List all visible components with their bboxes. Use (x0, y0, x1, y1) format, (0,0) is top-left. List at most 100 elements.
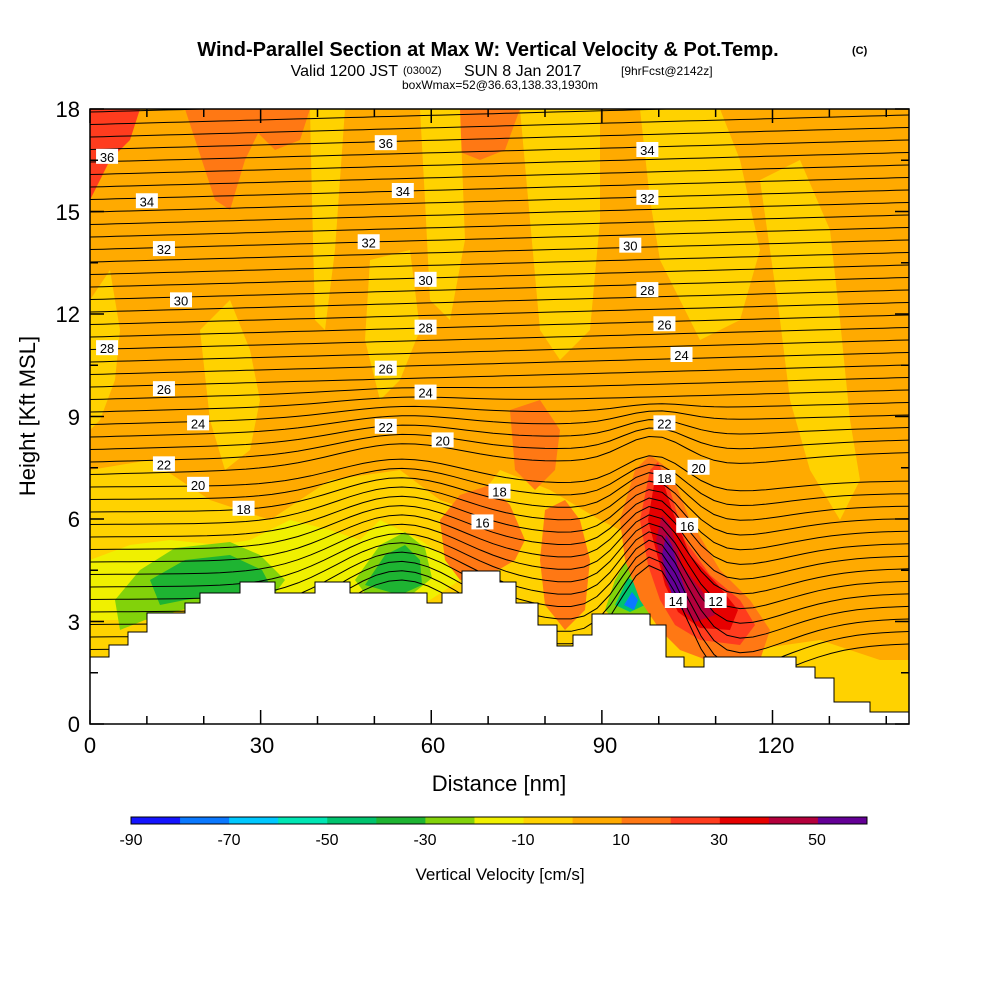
y-tick-label: 12 (56, 302, 80, 327)
colorbar-label: Vertical Velocity [cm/s] (415, 865, 584, 884)
colorbar-tick-label: -90 (119, 832, 142, 849)
contour-label-box (152, 241, 175, 257)
contour-label-box (374, 135, 397, 151)
shade-lower-green-mid2 (365, 545, 422, 595)
contour-label: 26 (379, 362, 393, 377)
contour-label: 28 (418, 321, 432, 336)
shade-orange-ridge-1 (440, 485, 525, 580)
x-tick-label: 120 (758, 733, 795, 758)
colorbar-tick-label: 30 (710, 832, 728, 849)
theta-contour-line (90, 339, 909, 363)
colorbar-swatch (670, 817, 721, 824)
chart-subtitle-utc: (0300Z) (403, 65, 442, 77)
contour-label-box (374, 360, 397, 376)
theta-contour-line (90, 277, 909, 300)
shade-orange-ridge-2 (540, 500, 590, 630)
colorbar-tick-labels: -90 -70 -50 -30 -10 10 30 50 (119, 832, 826, 849)
contour-label: 16 (680, 519, 694, 534)
contour-label: 30 (623, 239, 637, 254)
theta-contour-line (90, 480, 909, 536)
chart-subtitle-valid: Valid 1200 JST (291, 63, 399, 80)
contour-label-box (636, 282, 659, 298)
colorbar-swatch (131, 817, 181, 824)
x-tick-label: 60 (421, 733, 445, 758)
theta-contour-line (90, 402, 909, 425)
contour-label-box (414, 319, 437, 335)
colorbar-tick-label: -30 (413, 832, 436, 849)
contour-label-box (135, 193, 158, 209)
chart-subtitle-box: boxWmax=52@36.63,138.33,1930m (402, 78, 598, 92)
theta-contour-line (90, 327, 909, 350)
y-tick-label: 0 (68, 712, 80, 737)
colorbar (130, 816, 868, 825)
contour-label-box (170, 292, 192, 308)
contour-label: 20 (691, 461, 705, 476)
contour-label: 30 (418, 273, 432, 288)
contour-label: 34 (396, 184, 410, 199)
colorbar-swatch (278, 817, 328, 824)
theta-contour-line (90, 364, 909, 388)
contour-label: 18 (236, 502, 250, 517)
theta-contour-line (90, 109, 685, 125)
axis-ticks (89, 108, 909, 725)
contour-label-box (96, 148, 119, 164)
colorbar-swatch (817, 817, 868, 824)
theta-contour-line (90, 252, 909, 275)
theta-contour-line (90, 202, 909, 225)
contour-label-box (374, 418, 397, 434)
theta-contour-line (90, 377, 909, 400)
contour-label: 34 (140, 194, 154, 209)
colorbar-swatch (229, 817, 279, 824)
contour-label: 18 (492, 485, 506, 500)
contour-label-box (653, 316, 676, 332)
plot-area (90, 109, 909, 724)
chart-subtitle-date: SUN 8 Jan 2017 (464, 63, 582, 80)
theta-contour-line (90, 314, 909, 338)
contour-label-box (152, 456, 175, 472)
theta-contour-line (90, 472, 909, 521)
contour-label: 34 (640, 143, 654, 158)
chart-title-suffix: (C) (852, 45, 868, 57)
colorbar-swatch (719, 817, 770, 824)
contour-label: 32 (157, 242, 171, 257)
colorbar-frame (130, 816, 868, 825)
colorbar-swatch (474, 817, 525, 824)
theta-contour-line (90, 435, 909, 475)
terrain-mask (90, 570, 909, 724)
contour-label-box (488, 483, 511, 499)
theta-contour-line (90, 127, 909, 150)
colorbar-swatch (180, 817, 230, 824)
shade-upper-left-orange (90, 109, 270, 210)
contour-label-box (357, 234, 380, 250)
shade-yellow-band-7 (200, 300, 260, 470)
contour-label-box (414, 384, 437, 400)
contour-label-box (152, 381, 175, 397)
y-tick-label: 18 (56, 97, 80, 122)
contour-label-box (391, 183, 414, 198)
shade-yellow-band-1 (310, 109, 345, 330)
contour-label-box (187, 415, 210, 431)
contour-labels: 36 34 32 30 28 26 24 22 20 18 36 34 32 30 28 26 24 22 20 18… (96, 135, 727, 609)
contour-label-box (704, 593, 727, 608)
shade-lower-blue3 (624, 592, 638, 610)
colorbar-swatch (768, 817, 819, 824)
contour-label: 32 (640, 191, 654, 206)
contour-label-box (636, 142, 659, 157)
theta-contour-line (90, 505, 909, 580)
contour-label-box (232, 500, 255, 516)
contour-label: 28 (100, 341, 114, 356)
colorbar-tick-label: -10 (511, 832, 534, 849)
shade-yellow-band-2 (420, 109, 465, 320)
theta-contour-line (90, 289, 909, 313)
colorbar-tick-label: -50 (315, 832, 338, 849)
contour-label: 32 (361, 235, 375, 250)
contour-label: 36 (100, 150, 114, 165)
theta-contour-line (90, 389, 909, 413)
contour-label: 28 (640, 283, 654, 298)
colorbar-tick-label: 10 (612, 832, 630, 849)
contour-label: 18 (657, 471, 671, 486)
theta-contour-line (90, 214, 909, 238)
chart-title: Wind-Parallel Section at Max W: Vertical… (197, 39, 778, 61)
contour-label: 36 (379, 136, 393, 151)
